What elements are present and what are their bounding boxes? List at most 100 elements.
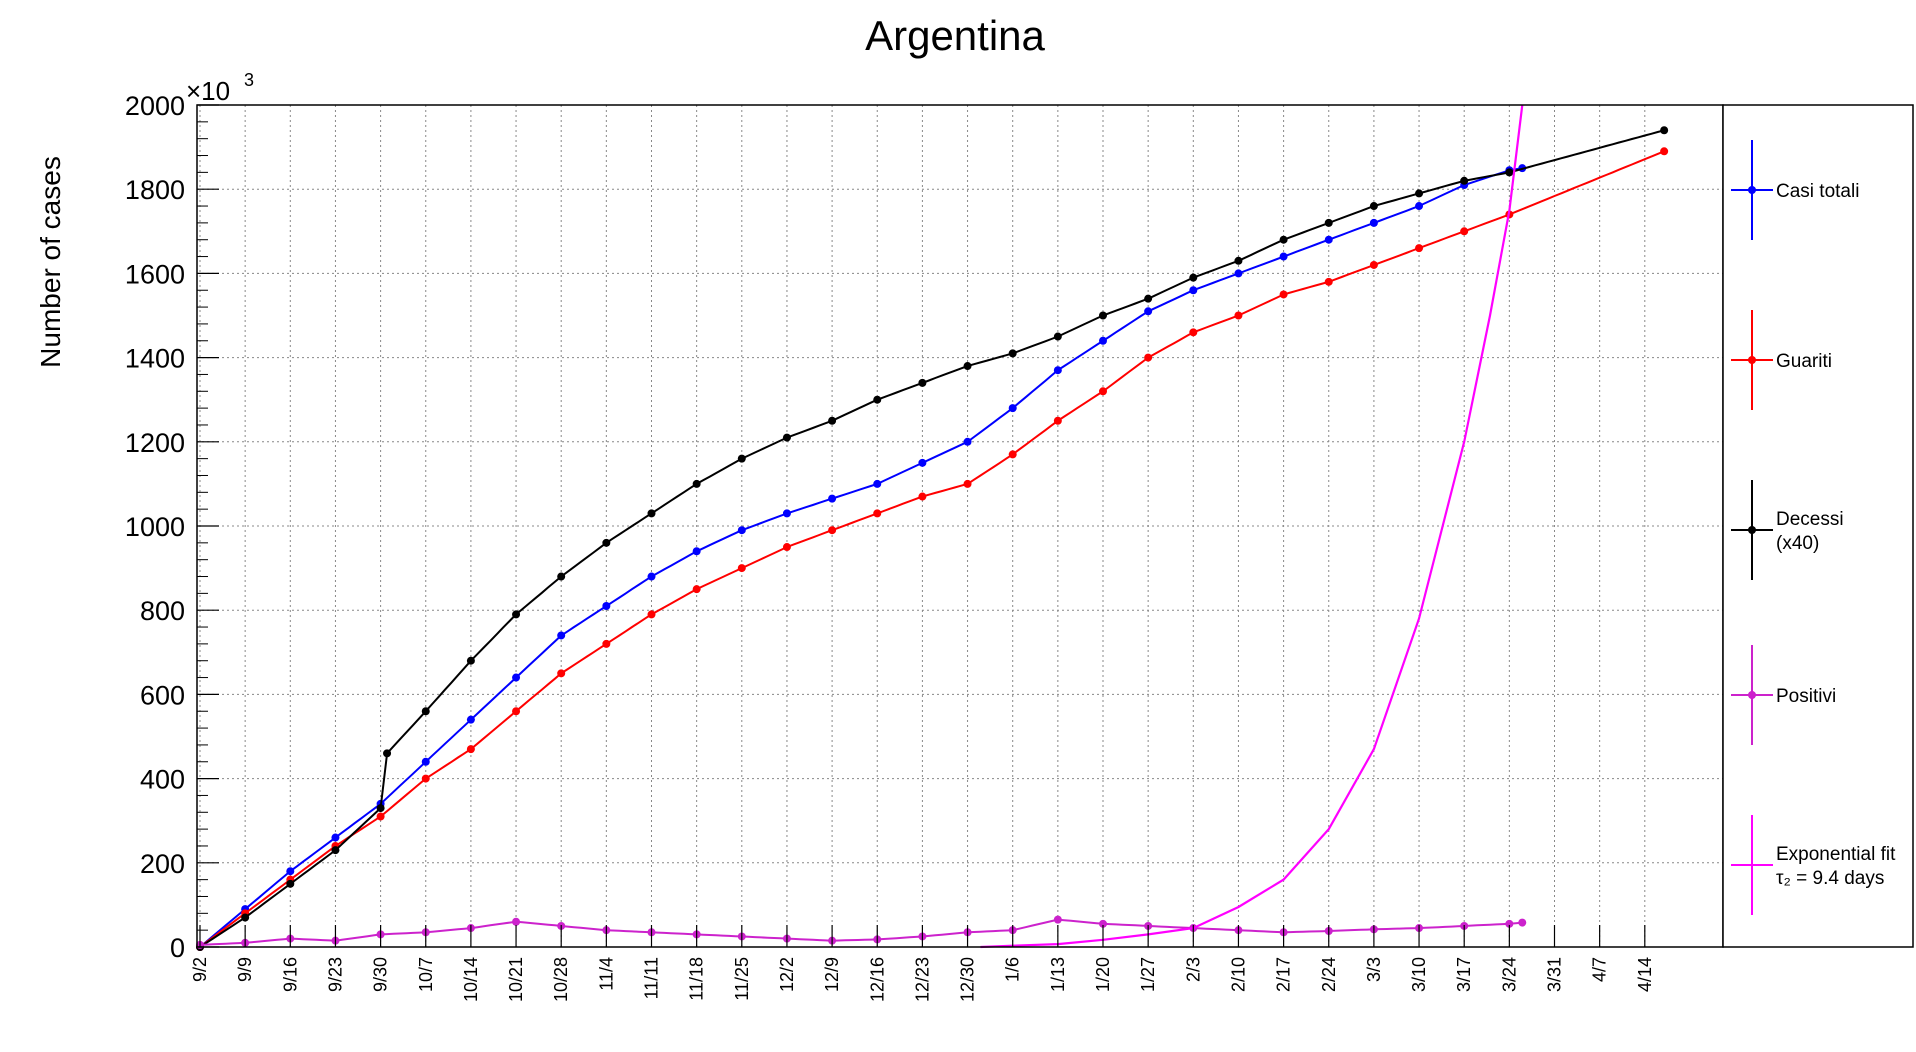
data-point-decessi-x40 <box>1234 256 1243 265</box>
data-point-casi-totali <box>1099 336 1107 345</box>
x-tick-label: 12/16 <box>867 957 887 1002</box>
legend-marker-dot <box>1748 356 1756 364</box>
data-point-decessi-x40 <box>647 509 656 518</box>
grid <box>197 105 1723 947</box>
data-point-casi-totali <box>647 572 656 581</box>
series-line-guariti <box>199 150 1665 948</box>
data-point-decessi-x40 <box>1505 168 1514 177</box>
data-point-decessi-x40 <box>737 454 746 463</box>
data-point-casi-totali <box>286 867 295 876</box>
data-point-positivi <box>1505 919 1514 928</box>
legend-marker-dot <box>1748 526 1756 534</box>
data-point-decessi-x40 <box>466 656 475 665</box>
data-point-positivi <box>1099 919 1107 928</box>
data-point-guariti <box>1660 147 1669 156</box>
data-point-decessi-x40 <box>557 572 566 581</box>
data-point-casi-totali <box>1189 286 1198 295</box>
x-tick-label: 9/23 <box>325 957 345 992</box>
data-point-positivi <box>512 917 521 926</box>
data-point-casi-totali <box>1279 252 1288 261</box>
y-exponent-power: 3 <box>244 70 254 90</box>
data-point-decessi-x40 <box>512 610 521 619</box>
data-point-guariti <box>737 564 746 573</box>
data-point-decessi-x40 <box>1189 273 1198 282</box>
data-point-casi-totali <box>421 757 430 766</box>
data-point-casi-totali <box>512 673 521 682</box>
data-point-casi-totali <box>1324 235 1333 244</box>
x-tick-label: 11/18 <box>687 957 707 1001</box>
x-tick-label: 9/30 <box>371 957 391 992</box>
y-tick-label: 400 <box>140 765 185 795</box>
x-tick-label: 4/14 <box>1635 957 1655 992</box>
data-point-guariti <box>1234 311 1243 320</box>
data-point-decessi-x40 <box>383 749 392 758</box>
data-point-casi-totali <box>1144 307 1153 316</box>
data-point-casi-totali <box>918 458 927 467</box>
x-tick-label: 1/6 <box>1003 957 1023 982</box>
data-point-decessi-x40 <box>1008 349 1017 358</box>
x-tick-label: 11/25 <box>732 957 752 1001</box>
data-point-casi-totali <box>963 437 972 446</box>
x-tick-label: 9/16 <box>280 957 300 992</box>
legend: Casi totali Guariti Decessi (x40) Positivi Ex… <box>1731 140 1896 915</box>
x-tick-label: 10/21 <box>506 957 526 1002</box>
x-tick-label: 3/24 <box>1499 957 1519 992</box>
data-point-casi-totali <box>331 833 340 842</box>
data-point-casi-totali <box>737 526 746 535</box>
data-point-casi-totali <box>466 715 475 724</box>
y-tick-label: 1200 <box>125 428 185 458</box>
x-tick-label: 1/20 <box>1093 957 1113 992</box>
y-exponent: ×10 3 <box>186 70 254 106</box>
y-tick-label: 1000 <box>125 512 185 542</box>
data-point-decessi-x40 <box>1369 202 1378 211</box>
data-point-decessi-x40 <box>421 707 430 716</box>
y-tick-label: 1800 <box>125 175 185 205</box>
data-point-guariti <box>692 585 701 594</box>
x-tick-label: 3/10 <box>1409 957 1429 992</box>
y-tick-label: 2000 <box>125 91 185 121</box>
x-tick-label: 12/30 <box>958 957 978 1002</box>
data-point-decessi-x40 <box>828 416 837 425</box>
series-line-casi-totali <box>199 167 1523 948</box>
x-tick-label: 3/3 <box>1364 957 1384 982</box>
x-tick-label: 3/31 <box>1545 957 1565 992</box>
data-point-decessi-x40 <box>376 804 385 813</box>
x-tick-label: 3/17 <box>1454 957 1474 992</box>
data-point-decessi-x40 <box>1279 235 1288 244</box>
data-point-decessi-x40 <box>1460 176 1469 185</box>
y-tick-label: 1400 <box>125 344 185 374</box>
legend-label: Casi totali <box>1776 181 1859 202</box>
data-point-guariti <box>828 526 837 535</box>
data-point-guariti <box>1189 328 1198 337</box>
legend-label: τ₂ = 9.4 days <box>1776 868 1884 889</box>
data-point-guariti <box>1008 450 1017 459</box>
x-tick-label: 10/28 <box>551 957 571 1002</box>
data-point-guariti <box>1053 416 1062 425</box>
data-point-guariti <box>557 669 566 678</box>
data-point-guariti <box>1279 290 1288 299</box>
data-point-guariti <box>602 639 611 648</box>
x-tick-label: 12/9 <box>822 957 842 992</box>
data-point-decessi-x40 <box>963 362 972 371</box>
x-tick-label: 12/2 <box>777 957 797 992</box>
x-ticks: 9/2 9/9 9/16 9/23 9/30 10/7 10/14 10/21 10/28 11/… <box>190 925 1655 1002</box>
x-tick-label: 4/7 <box>1590 957 1610 982</box>
x-tick-label: 9/2 <box>190 957 210 982</box>
data-point-decessi-x40 <box>1144 294 1153 303</box>
data-point-guariti <box>1415 244 1424 253</box>
data-point-casi-totali <box>557 631 566 640</box>
x-tick-label: 11/4 <box>596 957 616 991</box>
series-line-positivi <box>199 918 1523 946</box>
data-point-casi-totali <box>828 494 837 503</box>
legend-marker-dot <box>1748 186 1756 194</box>
x-tick-label: 12/23 <box>912 957 932 1002</box>
data-point-decessi-x40 <box>873 395 882 404</box>
x-tick-label: 11/11 <box>642 957 662 999</box>
data-point-decessi-x40 <box>692 479 701 488</box>
y-axis-label: Number of cases <box>35 156 66 368</box>
data-point-guariti <box>1324 277 1333 286</box>
x-tick-label: 1/13 <box>1048 957 1068 992</box>
data-point-casi-totali <box>1008 404 1017 413</box>
series-line-exponential-fit <box>980 104 1524 949</box>
